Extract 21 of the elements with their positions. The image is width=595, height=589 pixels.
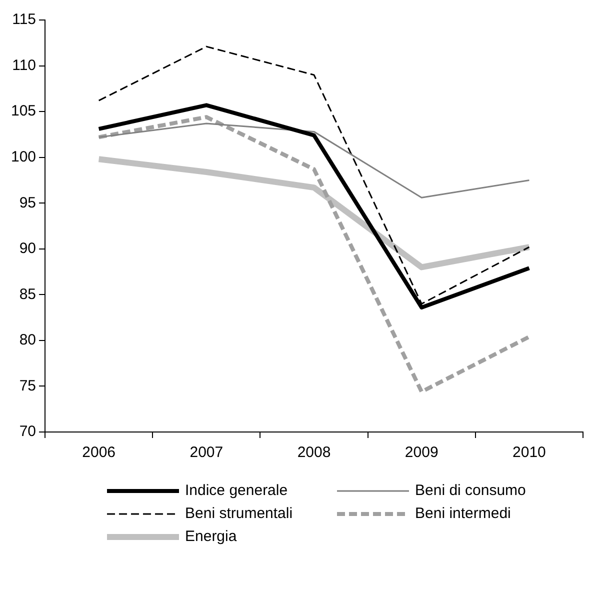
- y-tick-label: 100: [10, 148, 36, 166]
- legend-label: Beni strumentali: [185, 505, 293, 522]
- legend-label: Energia: [185, 528, 237, 545]
- legend-label: Beni intermedi: [415, 505, 511, 522]
- line-series: [96, 115, 532, 394]
- y-tick-label: 115: [12, 11, 36, 28]
- y-tick-label: 80: [19, 332, 36, 349]
- y-tick-label: 95: [19, 194, 36, 212]
- y-tick-label: 90: [19, 240, 36, 258]
- legend-label: Beni di consumo: [415, 482, 526, 499]
- y-tick-label: 75: [19, 377, 36, 394]
- x-tick-label: 2006: [82, 444, 116, 462]
- y-tick-label: 85: [19, 286, 36, 303]
- legend-label: Indice generale: [185, 482, 288, 499]
- y-tick-label: 105: [10, 102, 36, 120]
- y-tick-label: 110: [12, 56, 36, 74]
- x-tick-label: 2009: [404, 444, 438, 462]
- x-tick-label: 2008: [297, 444, 331, 462]
- x-tick-label: 2007: [190, 444, 224, 462]
- y-tick-label: 70: [19, 423, 36, 440]
- x-tick-label: 2010: [512, 444, 546, 462]
